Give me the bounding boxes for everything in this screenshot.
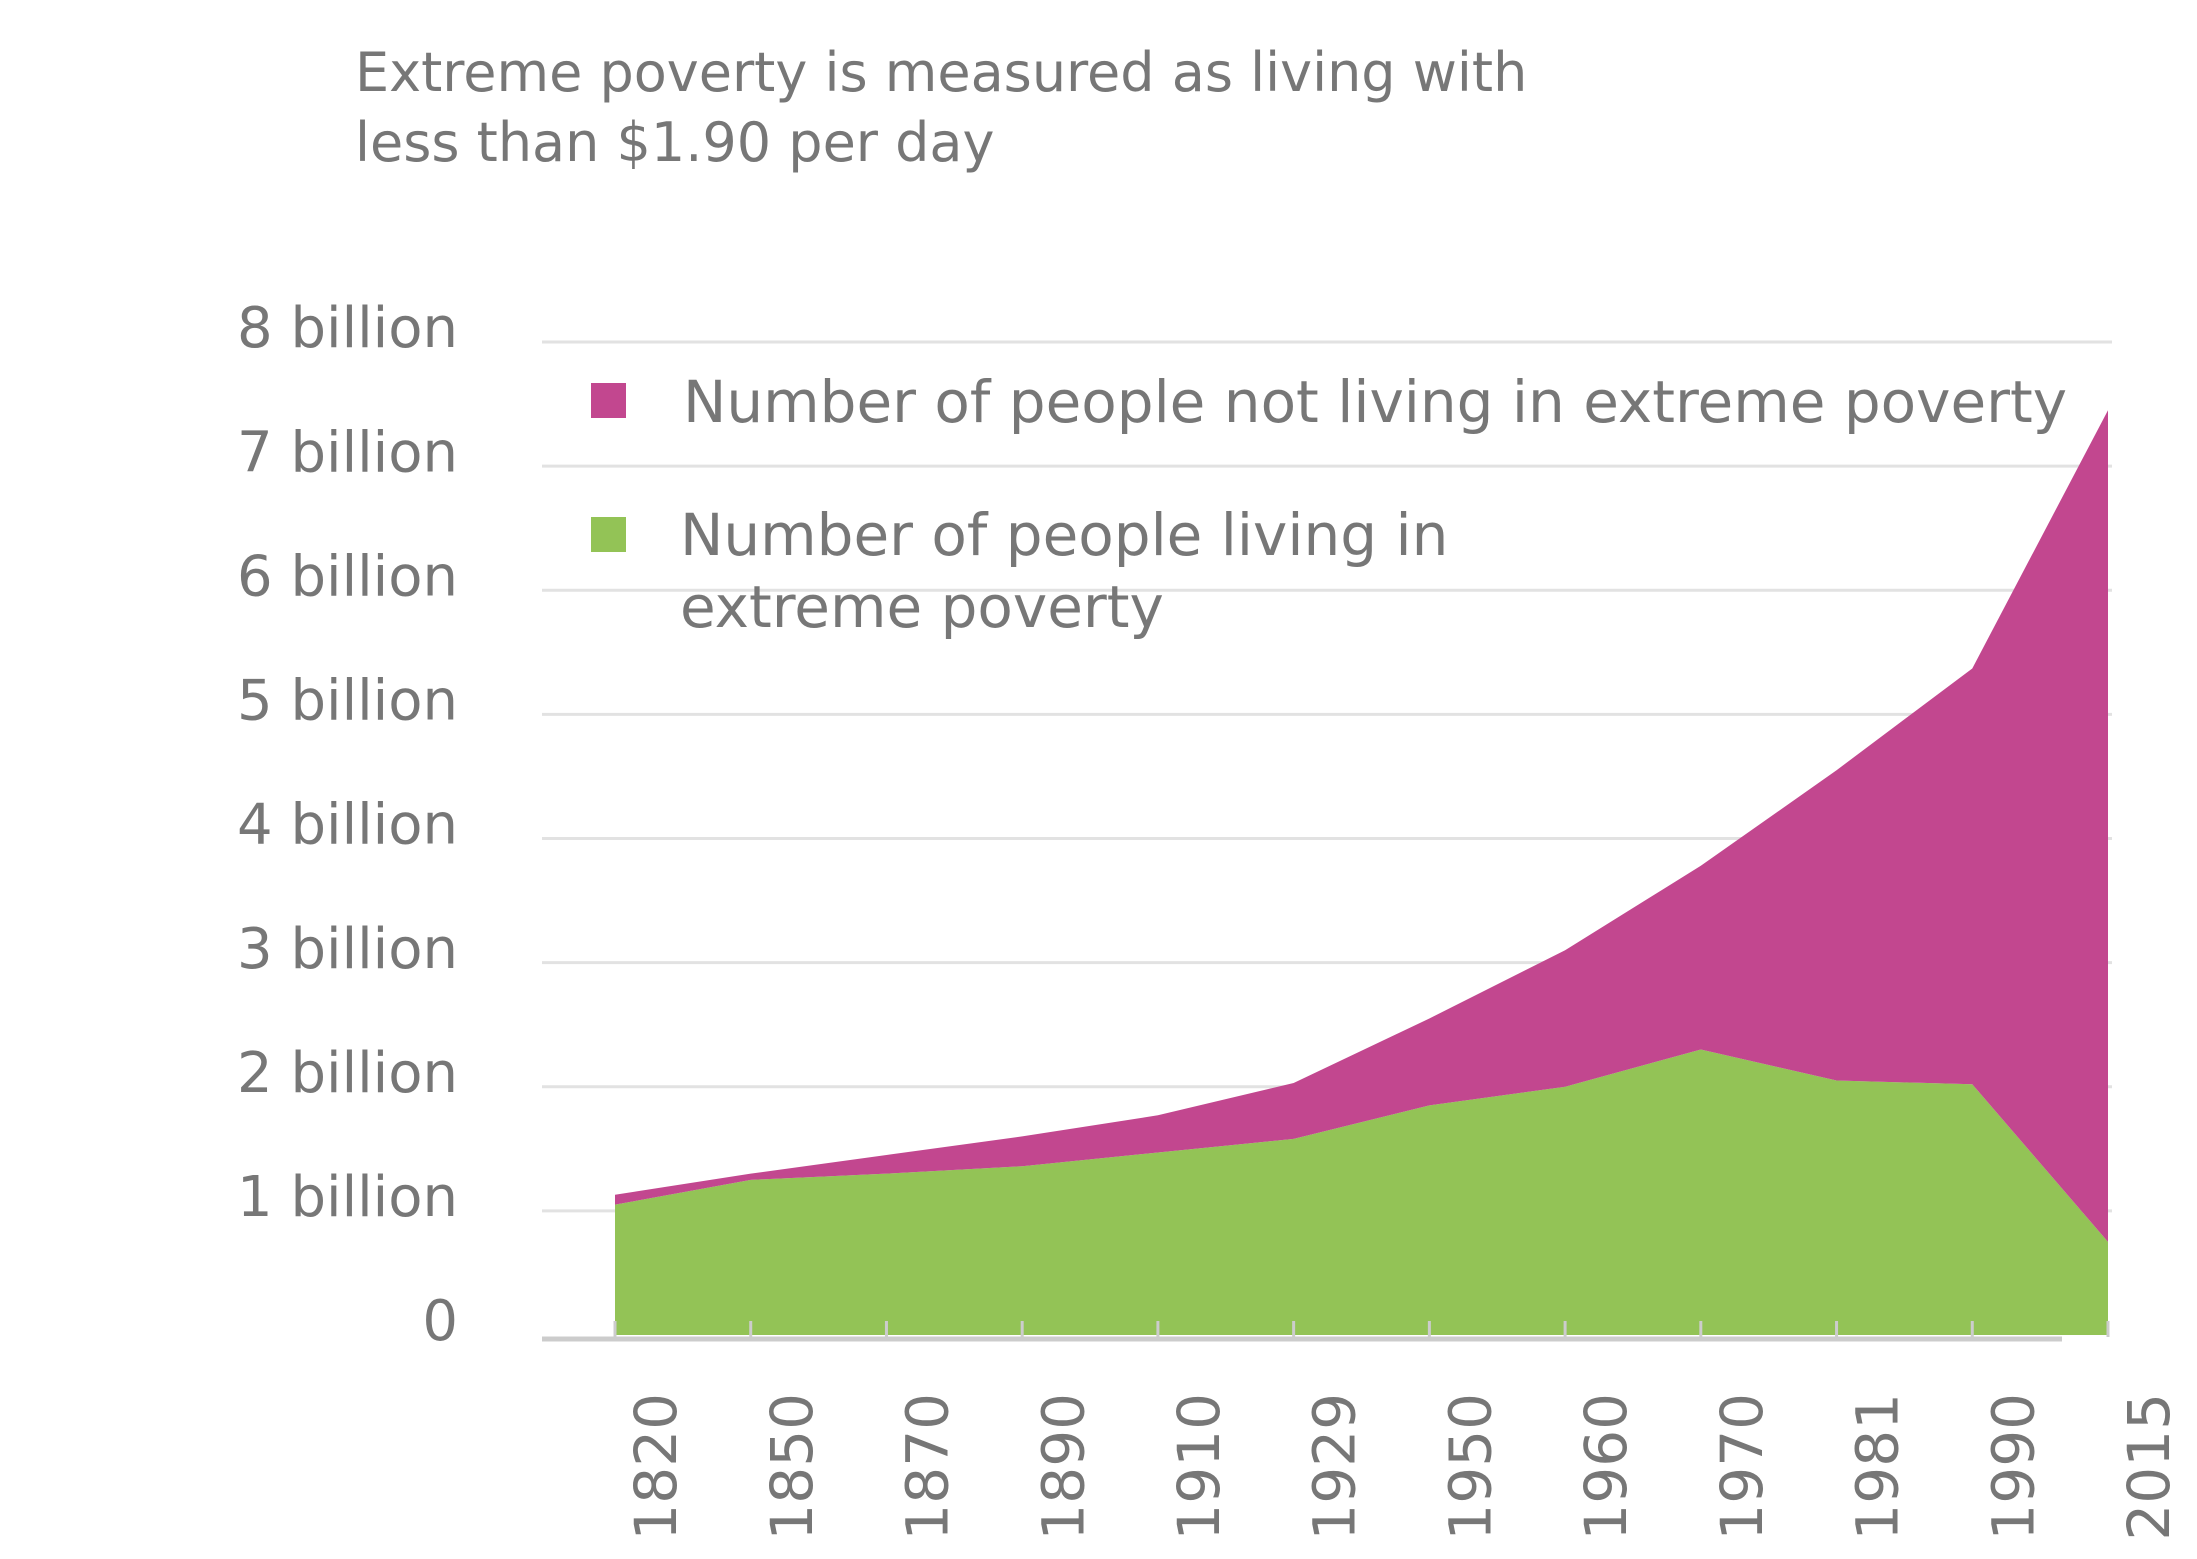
legend-label: Number of people not living in extreme p… (683, 368, 2068, 436)
area (615, 410, 2108, 1242)
x-tick-label: 1981 (1844, 1393, 1912, 1541)
x-tick-label: 1950 (1436, 1393, 1504, 1541)
y-tick-label: 7 billion (237, 420, 458, 485)
chart-title: Extreme poverty is measured as living wi… (355, 41, 1528, 174)
x-tick-label: 1960 (1572, 1393, 1640, 1541)
y-tick-label: 0 (422, 1289, 458, 1354)
y-tick-label: 1 billion (237, 1165, 458, 1230)
legend-swatch (591, 383, 626, 418)
legend-label: Number of people living in extreme pover… (680, 501, 1449, 641)
x-tick-label: 1929 (1301, 1393, 1369, 1541)
x-tick-label: 1850 (758, 1393, 826, 1541)
x-tick-label: 1890 (1029, 1393, 1097, 1541)
y-tick-label: 6 billion (237, 544, 458, 609)
y-tick-label: 8 billion (237, 296, 458, 361)
y-tick-label: 3 billion (237, 917, 458, 982)
x-tick-label: 1870 (894, 1393, 962, 1541)
legend-swatch (591, 517, 626, 552)
y-tick-label: 4 billion (237, 793, 458, 858)
y-tick-label: 5 billion (237, 669, 458, 734)
x-tick-label: 1820 (622, 1393, 690, 1541)
y-tick-label: 2 billion (237, 1041, 458, 1106)
area (615, 1049, 2108, 1335)
x-tick-label: 1910 (1165, 1393, 1233, 1541)
x-tick-label: 2015 (2115, 1393, 2183, 1541)
x-tick-label: 1970 (1708, 1393, 1776, 1541)
x-tick-label: 1990 (1979, 1393, 2047, 1541)
